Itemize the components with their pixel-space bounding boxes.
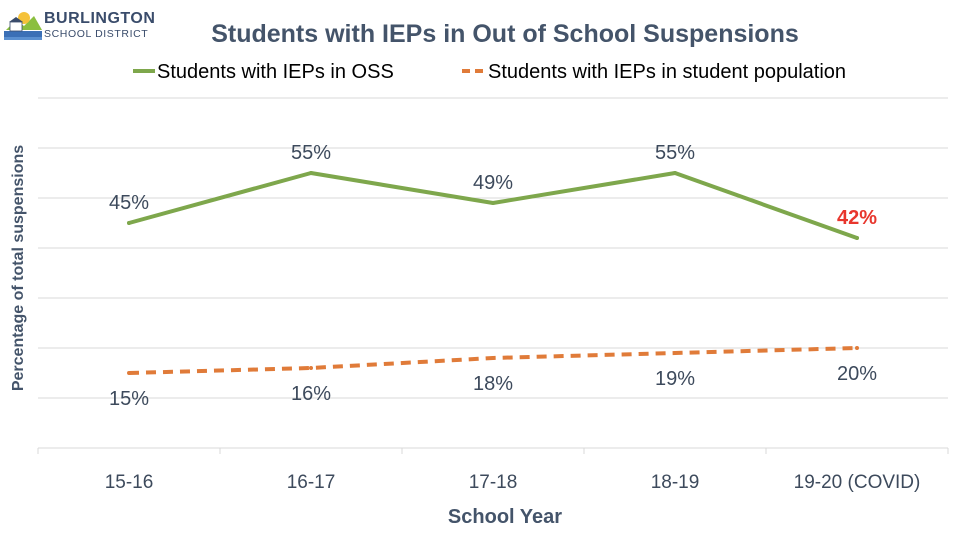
data-point xyxy=(309,366,313,370)
data-label: 15% xyxy=(109,388,149,410)
logo-text-line1: BURLINGTON xyxy=(44,10,156,27)
data-label: 16% xyxy=(291,383,331,405)
data-label: 55% xyxy=(655,142,695,164)
y-axis-title: Percentage of total suspensions xyxy=(10,145,27,391)
x-tick-label: 18-19 xyxy=(651,472,700,493)
data-point xyxy=(855,346,859,350)
series-layer xyxy=(127,171,859,375)
chart-legend: Students with IEPs in OSS Students with I… xyxy=(133,61,846,83)
legend-label: Students with IEPs in student population xyxy=(488,61,846,83)
x-axis: 15-16 16-17 17-18 18-19 19-20 (COVID) xyxy=(37,447,949,493)
data-label: 49% xyxy=(473,172,513,194)
data-point xyxy=(855,236,859,240)
data-label: 45% xyxy=(109,192,149,214)
data-label: 55% xyxy=(291,142,331,164)
data-point xyxy=(673,171,677,175)
logo-mark-icon xyxy=(4,12,42,40)
legend-label: Students with IEPs in OSS xyxy=(157,61,394,83)
data-label: 20% xyxy=(837,363,877,385)
x-tick-label: 17-18 xyxy=(469,472,518,493)
data-label: 18% xyxy=(473,373,513,395)
series-line-2 xyxy=(128,346,858,375)
gridlines xyxy=(38,97,948,399)
x-axis-title: School Year xyxy=(448,506,562,528)
x-tick-label: 19-20 (COVID) xyxy=(794,472,921,493)
data-label: 19% xyxy=(655,368,695,390)
chart-title: Students with IEPs in Out of School Susp… xyxy=(211,20,799,48)
x-tick-label: 16-17 xyxy=(287,472,336,493)
data-point xyxy=(673,351,677,355)
data-label: 42% xyxy=(837,207,877,229)
district-logo: BURLINGTON SCHOOL DISTRICT xyxy=(4,8,164,44)
data-point xyxy=(309,171,313,175)
data-point xyxy=(127,221,131,225)
x-tick-label: 15-16 xyxy=(105,472,154,493)
logo-text-line2: SCHOOL DISTRICT xyxy=(44,28,149,40)
data-point xyxy=(491,201,495,205)
data-point xyxy=(127,371,131,375)
data-labels: 45% 55% 49% 55% 42% 15% 16% 18% 19% 20% xyxy=(109,142,877,410)
data-point xyxy=(491,356,495,360)
